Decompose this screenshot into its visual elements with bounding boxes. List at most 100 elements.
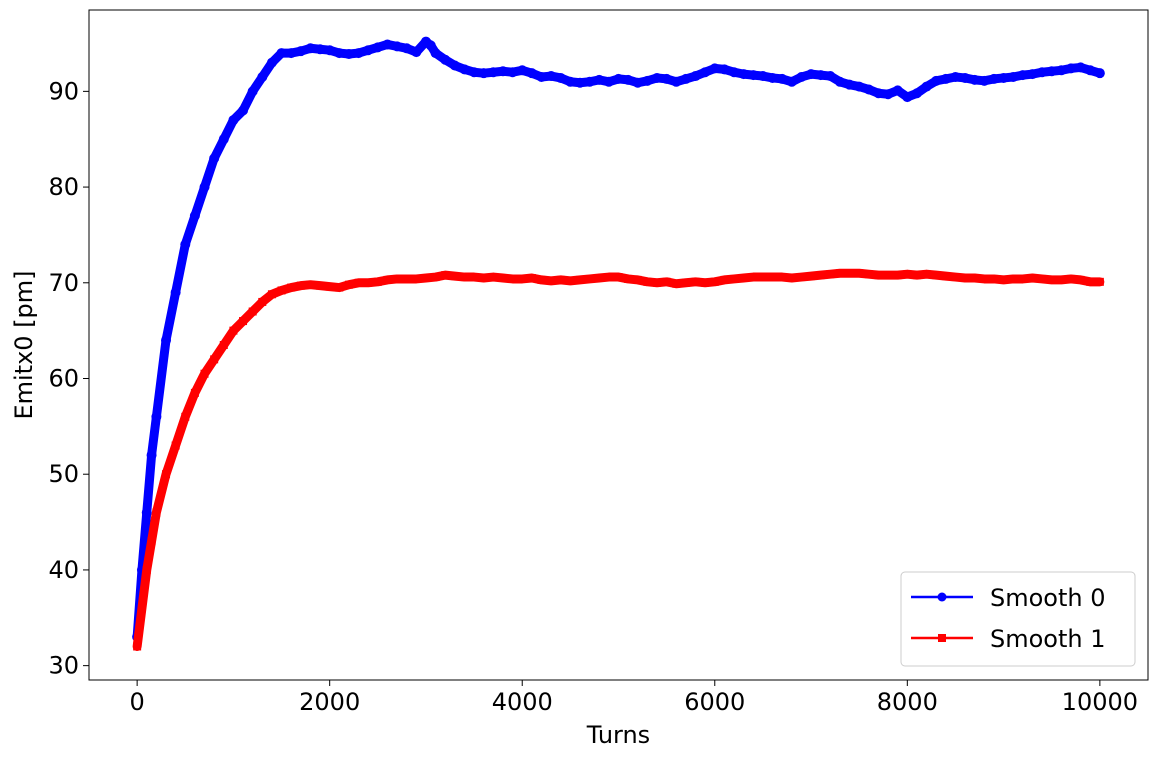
data-point — [266, 57, 277, 68]
data-point — [316, 281, 325, 290]
data-point — [998, 72, 1009, 83]
data-point — [701, 278, 710, 287]
data-point — [137, 604, 146, 613]
data-point — [508, 274, 517, 283]
data-point — [584, 76, 595, 87]
data-point — [757, 71, 768, 82]
data-point — [1046, 66, 1057, 77]
data-point — [537, 275, 546, 284]
data-point — [189, 210, 200, 221]
legend-marker — [937, 592, 947, 602]
data-point — [1086, 277, 1095, 286]
data-point — [1027, 69, 1038, 80]
data-point — [970, 274, 979, 282]
data-point — [151, 411, 162, 422]
data-point — [229, 326, 238, 335]
data-point — [450, 272, 459, 281]
data-point — [961, 274, 970, 282]
data-point — [152, 508, 161, 517]
y-tick-label: 30 — [48, 652, 79, 680]
y-tick-label: 90 — [48, 77, 79, 105]
x-axis: 0 2000 4000 6000 8000 10000 — [129, 680, 1138, 716]
data-point — [845, 269, 854, 278]
data-point — [1085, 65, 1096, 76]
data-point — [825, 71, 836, 82]
data-point — [219, 341, 228, 349]
data-point — [748, 70, 759, 81]
data-point — [190, 388, 199, 397]
data-point — [373, 277, 382, 286]
data-point — [643, 277, 652, 286]
data-point — [431, 273, 440, 282]
data-point — [392, 41, 403, 52]
data-point — [526, 68, 537, 79]
data-point — [624, 274, 633, 283]
data-point — [614, 273, 623, 282]
series-smooth-0 — [132, 36, 1105, 642]
data-point — [1008, 72, 1019, 82]
y-axis: 30 40 50 60 70 80 90 — [48, 77, 89, 680]
data-point — [1075, 62, 1086, 73]
data-point — [146, 450, 157, 461]
data-point — [893, 271, 902, 280]
x-tick-label: 0 — [129, 688, 144, 716]
data-point — [603, 76, 614, 87]
data-point — [797, 273, 806, 282]
data-point — [460, 273, 469, 282]
data-point — [826, 270, 835, 279]
data-point — [642, 75, 653, 86]
data-point — [478, 68, 489, 79]
data-point — [306, 280, 315, 289]
y-tick-label: 40 — [48, 556, 79, 584]
y-tick-label: 50 — [48, 460, 79, 488]
data-point — [210, 355, 219, 364]
data-point — [372, 42, 383, 53]
data-point — [181, 412, 190, 421]
data-point — [633, 275, 642, 284]
data-point — [873, 88, 884, 99]
data-point — [613, 73, 624, 84]
data-point — [863, 84, 874, 95]
data-point — [1038, 274, 1047, 283]
data-point — [363, 45, 374, 56]
data-point — [710, 277, 719, 286]
data-point — [295, 46, 306, 57]
data-point — [787, 274, 796, 282]
legend-item-smooth-1: Smooth 1 — [911, 625, 1106, 653]
data-point — [383, 275, 392, 284]
data-point — [1076, 275, 1085, 284]
data-point — [556, 275, 565, 284]
data-point — [267, 290, 276, 299]
data-point — [180, 239, 191, 250]
data-point — [1017, 70, 1028, 81]
data-point — [566, 276, 575, 285]
data-point — [786, 76, 797, 87]
data-point — [585, 274, 594, 283]
data-point — [864, 270, 873, 279]
data-point — [239, 317, 248, 326]
data-point — [739, 274, 748, 282]
data-point — [286, 48, 297, 59]
legend-marker — [938, 634, 946, 642]
data-point — [517, 65, 528, 76]
data-point — [844, 79, 855, 90]
data-point — [969, 74, 980, 85]
data-point — [412, 274, 421, 283]
data-point — [1057, 275, 1066, 284]
data-point — [730, 274, 739, 283]
data-point — [653, 278, 662, 287]
y-tick-label: 60 — [48, 365, 79, 393]
data-point — [834, 76, 845, 87]
data-point — [816, 271, 825, 280]
data-point — [903, 270, 912, 279]
data-point — [335, 283, 344, 292]
data-point — [912, 271, 921, 280]
data-point — [729, 67, 740, 78]
legend-items: Smooth 0 Smooth 1 — [911, 584, 1106, 653]
data-point — [1094, 68, 1105, 79]
data-point — [238, 105, 249, 116]
data-point — [497, 66, 508, 77]
data-point — [690, 71, 701, 82]
data-point — [287, 283, 296, 292]
